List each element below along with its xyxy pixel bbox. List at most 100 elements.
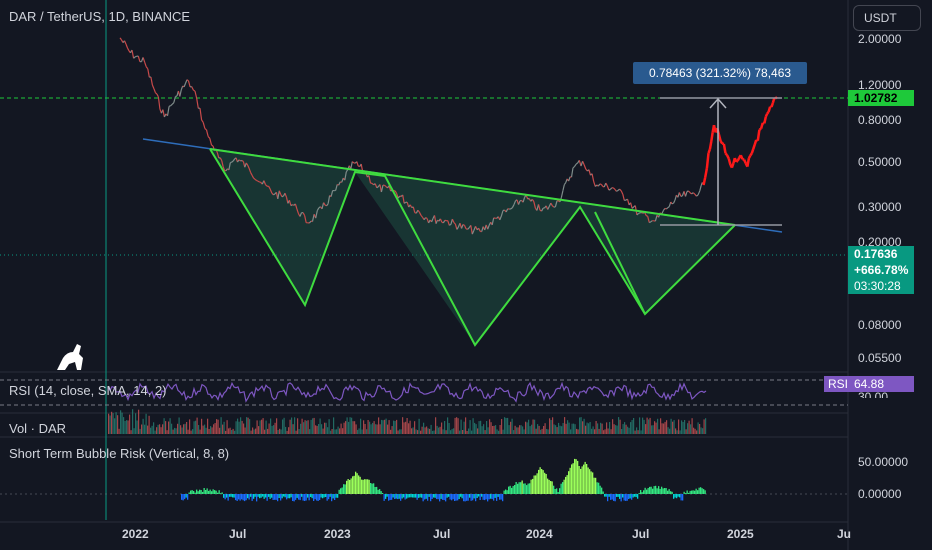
volume-bar [658, 429, 660, 434]
price-segment [269, 188, 273, 194]
rsi-line[interactable] [107, 381, 707, 403]
price-segment [433, 215, 437, 224]
volume-bar [400, 429, 402, 434]
volume-bar [120, 410, 122, 434]
volume-bar [450, 430, 452, 434]
symbol-title[interactable]: DAR / TetherUS, 1D, BINANCE [9, 9, 191, 24]
volume-bar [577, 429, 579, 434]
price-segment [616, 189, 619, 192]
volume-bar [174, 427, 176, 434]
bubble-bar [355, 471, 357, 494]
bubble-bar [217, 492, 219, 494]
price-segment [617, 188, 620, 191]
bubble-bar [632, 494, 634, 498]
volume-bar [588, 423, 590, 434]
volume-bar [135, 413, 137, 434]
bubble-bar [638, 493, 640, 494]
volume-bar [676, 430, 678, 434]
volume-bar [255, 428, 257, 434]
volume-bar [355, 424, 357, 434]
pattern-right-shoulder-left[interactable] [594, 211, 646, 315]
bubble-bar [433, 494, 435, 498]
price-segment [187, 80, 191, 88]
volume-bar [544, 423, 546, 434]
volume-bar [621, 429, 623, 434]
price-segment [417, 209, 420, 213]
volume-bar [675, 428, 677, 434]
volume-bar [378, 417, 380, 434]
bubble-bar [418, 494, 420, 498]
volume-bar [654, 421, 656, 434]
volume-bar [619, 419, 621, 434]
bubble-bar [485, 494, 487, 500]
bubble-bar [686, 490, 688, 494]
price-segment [171, 102, 175, 105]
bubble-bar [694, 490, 696, 494]
bubble-bar [514, 485, 516, 494]
currency-button[interactable]: USDT [853, 5, 921, 31]
bubble-bar [616, 494, 618, 497]
volume-bars[interactable] [108, 409, 707, 434]
price-segment [350, 161, 353, 170]
bubble-bar [611, 494, 613, 500]
measure-arrow-head[interactable] [709, 97, 727, 109]
price-segment [750, 148, 755, 154]
bubble-bar [575, 459, 577, 494]
bubble-bar [412, 494, 414, 498]
bubble-bar [466, 494, 468, 501]
volume-bar [558, 422, 560, 434]
measure-tooltip[interactable]: 0.78463 (321.32%) 78,463 [633, 62, 807, 84]
volume-bar [319, 418, 321, 434]
volume-bar [453, 428, 455, 434]
price-segment [209, 138, 213, 146]
volume-title[interactable]: Vol · DAR [9, 421, 67, 436]
volume-bar [630, 422, 632, 434]
volume-bar [576, 428, 578, 434]
bubble-bar [563, 479, 565, 494]
volume-bar [195, 420, 197, 434]
volume-bar [216, 419, 218, 434]
bubble-risk-bars[interactable] [181, 458, 706, 502]
bubble-bar [437, 494, 439, 500]
volume-bar [702, 428, 704, 434]
bubble-bar [311, 494, 313, 499]
bubble-bar [685, 493, 687, 494]
price-tick: 0.08000 [858, 318, 902, 332]
neckline[interactable] [209, 148, 736, 226]
volume-bar [192, 429, 194, 434]
volume-bar [678, 419, 680, 434]
current-price-badge[interactable]: 0.17636 [848, 246, 914, 262]
volume-bar [133, 428, 135, 434]
volume-bar [496, 429, 498, 434]
target-price-badge[interactable]: 1.02782 [848, 90, 914, 106]
bubble-bar [334, 494, 336, 500]
bubble-bar [214, 490, 216, 494]
price-segment [708, 141, 713, 150]
volume-bar [382, 420, 384, 434]
bubble-bar [464, 494, 466, 502]
bubble-title[interactable]: Short Term Bubble Risk (Vertical, 8, 8) [9, 446, 230, 461]
bubble-bar [349, 480, 351, 494]
volume-bar [360, 418, 362, 434]
bubble-bar [331, 494, 333, 502]
volume-bar [273, 425, 275, 434]
volume-bar [201, 418, 203, 434]
pattern-outline[interactable] [209, 148, 736, 347]
volume-bar [546, 429, 548, 434]
price-segment [230, 161, 233, 164]
price-series[interactable] [119, 37, 778, 235]
bubble-bar [682, 494, 684, 501]
bubble-bar [505, 489, 507, 494]
volume-bar [375, 424, 377, 434]
price-segment [251, 175, 255, 179]
bubble-bar [250, 494, 252, 497]
bubble-bar [550, 481, 552, 494]
bubble-bar [623, 494, 625, 501]
volume-bar [246, 417, 248, 434]
volume-bar [187, 429, 189, 434]
price-segment [614, 188, 617, 192]
rsi-title[interactable]: RSI (14, close, SMA, 14, 2) [9, 383, 167, 398]
volume-bar [115, 412, 117, 434]
bubble-bar [586, 464, 588, 494]
